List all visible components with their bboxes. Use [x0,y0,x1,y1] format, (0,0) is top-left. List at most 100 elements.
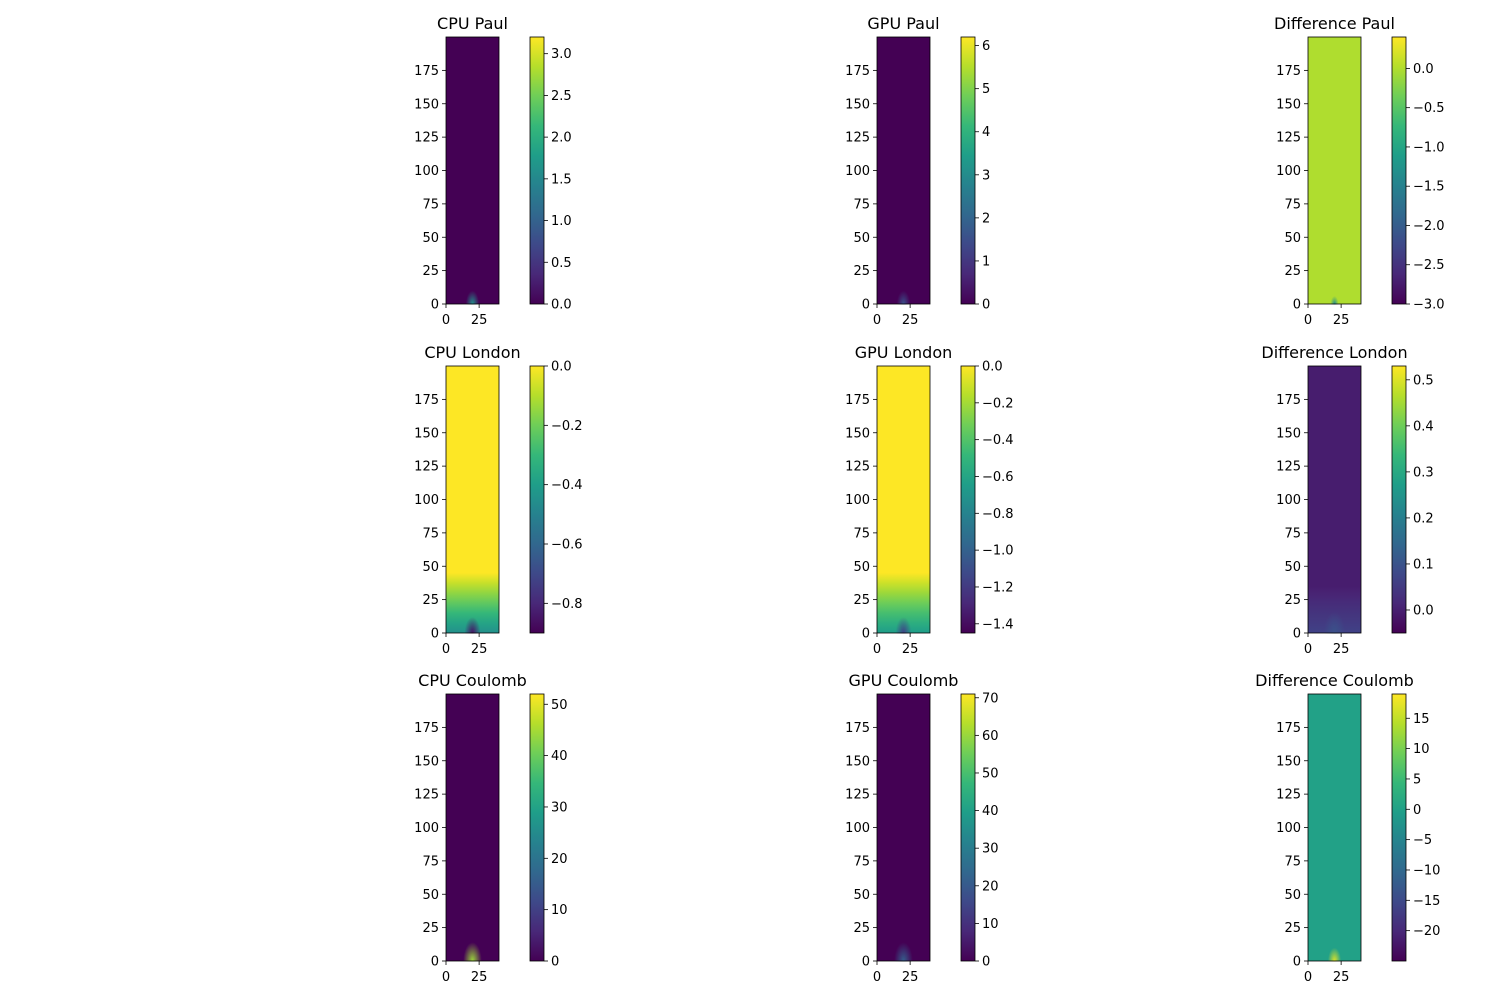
y-tick-label: 25 [853,593,870,608]
colorbar-frame [1391,365,1407,634]
y-tick-label: 125 [845,788,870,803]
colorbar-tick-label: −15 [1413,894,1440,909]
colorbar-tick-label: 20 [982,879,999,894]
colorbar-tick-label: −0.8 [982,507,1014,522]
subplot-cpu-coulomb: CPU Coulomb 0 25 50 75 100 125 150 175 0 25 0 10 20 30… [414,671,567,985]
y-tick-label: 0 [862,298,870,313]
colorbar [1392,37,1406,304]
y-tick-label: 25 [853,264,870,279]
colorbar-tick-label: −0.8 [551,597,583,612]
colorbar-tick-label: −2.0 [1413,219,1445,234]
subplot-title: GPU Coulomb [849,671,959,690]
subplot-difference-paul: Difference Paul 0 25 50 75 100 125 150 175 0 25 0.0… [1274,14,1445,328]
subplot-title: Difference Coulomb [1255,671,1414,690]
y-tick-label: 75 [853,197,870,212]
y-tick-label: 150 [845,754,870,769]
y-tick-label: 0 [1293,298,1301,313]
x-tick-label: 0 [442,642,450,657]
y-tick-label: 175 [414,64,439,79]
x-tick-label: 0 [873,313,881,328]
y-tick-label: 25 [1284,264,1301,279]
colorbar-tick-label: 5 [1413,772,1421,787]
colorbar-frame [960,365,976,634]
subplot-cpu-paul: CPU Paul 0 25 50 75 100 125 150 175 0 25 0.0 0.5 1.0 1… [414,14,572,328]
x-tick-label: 25 [1333,970,1350,985]
colorbar-tick-label: 60 [982,729,999,744]
colorbar-tick-label: 50 [551,698,568,713]
colorbar-tick-label: 0.1 [1413,557,1434,572]
colorbar-tick-label: −10 [1413,863,1440,878]
colorbar-tick-label: 5 [982,82,990,97]
y-tick-label: 150 [414,426,439,441]
colorbar-tick-label: 0.0 [551,298,572,313]
y-tick-label: 50 [853,231,870,246]
axes-mask [1306,961,1363,982]
y-tick-label: 175 [845,721,870,736]
y-tick-label: 150 [1276,426,1301,441]
colorbar-tick-label: −2.5 [1413,258,1445,273]
y-tick-label: 75 [853,854,870,869]
y-tick-label: 50 [853,888,870,903]
x-tick-label: 0 [442,313,450,328]
colorbar-tick-label: 10 [982,917,999,932]
colorbar-tick-label: 0 [551,955,559,970]
y-tick-label: 175 [1276,64,1301,79]
colorbar-tick-label: 0 [1413,803,1421,818]
colorbar-tick-label: 0.2 [1413,511,1434,526]
y-tick-label: 150 [414,754,439,769]
colorbar-tick-label: 0.0 [982,360,1003,375]
y-tick-label: 0 [1293,627,1301,642]
x-tick-label: 0 [873,642,881,657]
colorbar-tick-label: 2 [982,211,990,226]
axes-mask [444,633,501,654]
heatmap-field [1308,37,1361,304]
heatmap-field [877,37,930,304]
colorbar-frame [1391,36,1407,305]
subplot-gpu-coulomb: GPU Coulomb 0 25 50 75 100 125 150 175 0 25 0 10 20 30… [845,671,998,985]
colorbar-tick-label: 20 [551,852,568,867]
subplot-title: Difference London [1261,343,1407,362]
colorbar-tick-label: 2.0 [551,131,572,146]
colorbar-tick-label: 50 [982,766,999,781]
y-tick-label: 25 [1284,921,1301,936]
y-tick-label: 75 [1284,526,1301,541]
y-tick-label: 50 [422,888,439,903]
colorbar [961,366,975,633]
y-tick-label: 175 [845,393,870,408]
y-tick-label: 125 [845,460,870,475]
axes-mask [444,304,501,325]
subplot-title: GPU London [855,343,953,362]
y-tick-label: 100 [414,164,439,179]
colorbar-tick-label: 3 [982,168,990,183]
x-tick-label: 25 [1333,642,1350,657]
y-tick-label: 25 [422,921,439,936]
y-tick-label: 175 [414,393,439,408]
x-tick-label: 0 [1304,970,1312,985]
y-tick-label: 150 [1276,97,1301,112]
y-tick-label: 150 [1276,754,1301,769]
colorbar-tick-label: 1 [982,254,990,269]
y-tick-label: 150 [845,426,870,441]
heatmap-field [877,694,930,961]
subplot-gpu-london: GPU London 0 25 50 75 100 125 150 175 0 25 0.0 −0.2 −… [845,343,1013,657]
colorbar-frame [1391,693,1407,962]
subplot-title: Difference Paul [1274,14,1395,33]
y-tick-label: 0 [431,627,439,642]
heatmap-field [446,37,499,304]
colorbar-frame [529,693,545,962]
y-tick-label: 25 [422,264,439,279]
y-tick-label: 175 [1276,721,1301,736]
x-tick-label: 0 [1304,642,1312,657]
subplot-title: CPU Paul [437,14,508,33]
colorbar-tick-label: 0.4 [1413,419,1434,434]
y-tick-label: 50 [1284,231,1301,246]
y-tick-label: 100 [1276,821,1301,836]
y-tick-label: 125 [1276,460,1301,475]
colorbar-tick-label: 40 [551,749,568,764]
y-tick-label: 75 [853,526,870,541]
colorbar-tick-label: −1.5 [1413,180,1445,195]
y-tick-label: 100 [414,821,439,836]
y-tick-label: 75 [1284,197,1301,212]
colorbar-tick-label: 70 [982,691,999,706]
